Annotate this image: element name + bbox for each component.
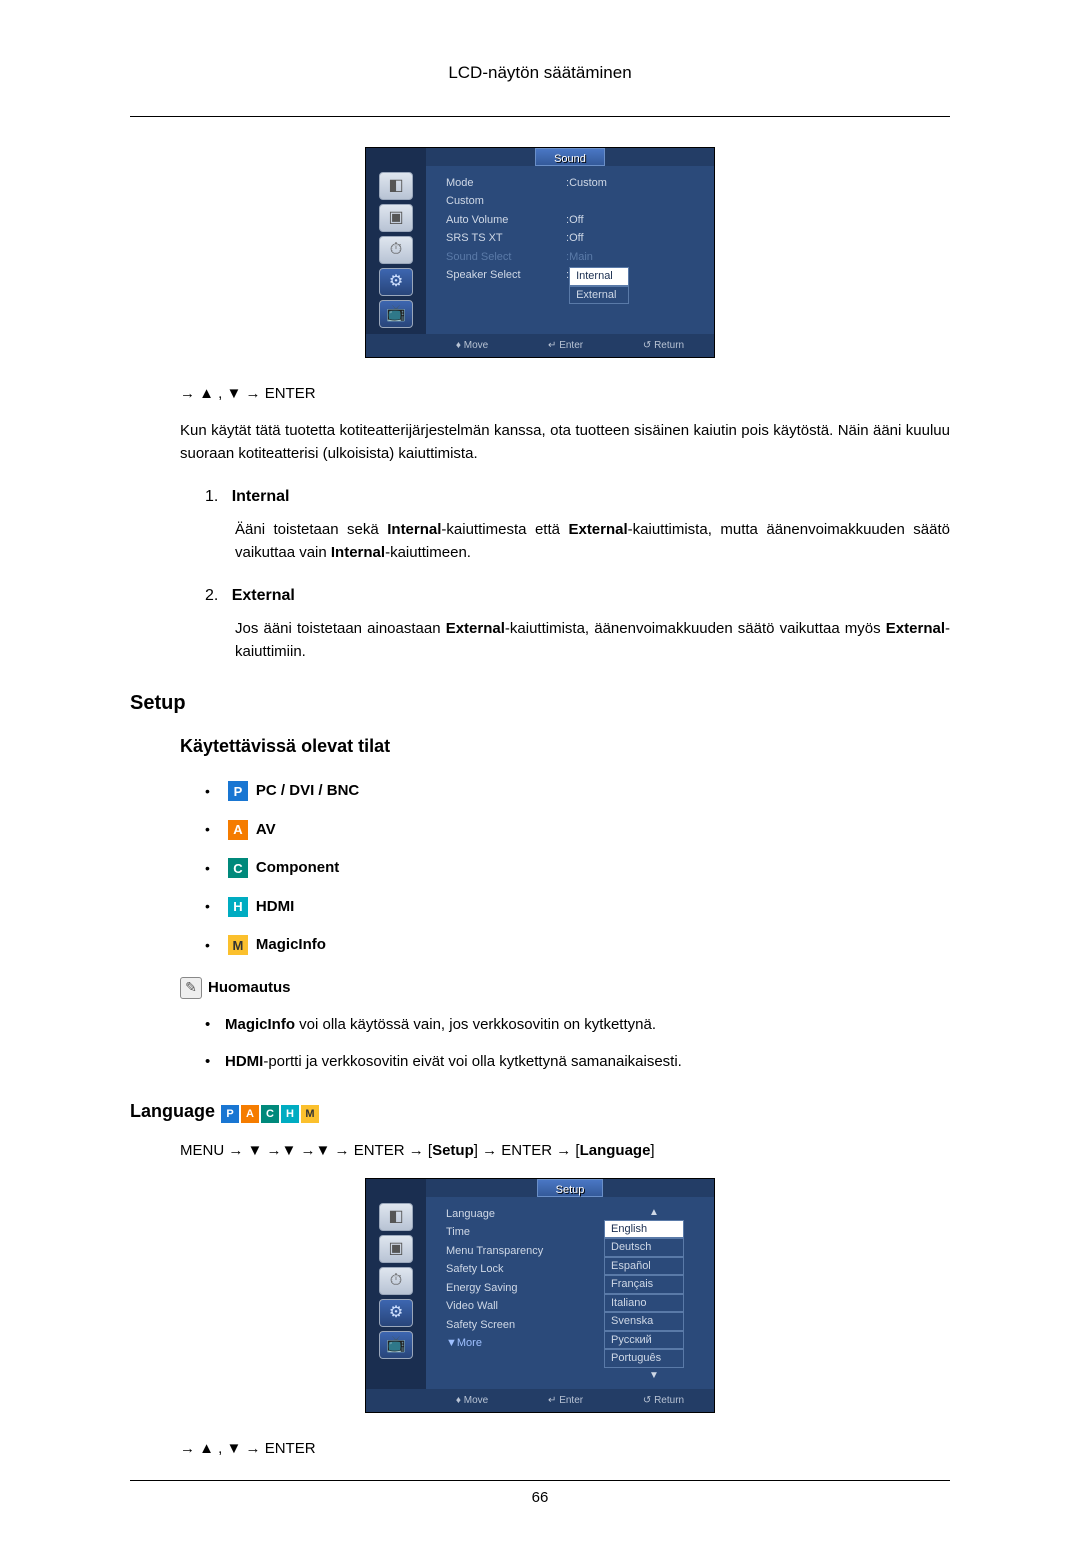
note-item: MagicInfo voi olla käytössä vain, jos ve… xyxy=(205,1014,950,1037)
osd-tab: Setup xyxy=(537,1179,604,1197)
osd-lang-option[interactable]: Русский xyxy=(604,1331,684,1350)
menu-path: MENU → ▼ →▼ →▼ → ENTER → [Setup] → ENTER… xyxy=(180,1140,950,1163)
mode-badge-a: A xyxy=(241,1105,259,1123)
divider xyxy=(130,116,950,117)
osd-label: Sound Select xyxy=(446,249,566,266)
sound-icon: ▣ xyxy=(379,204,413,232)
mode-badge-m: M xyxy=(228,935,248,955)
osd-lang-option[interactable]: Deutsch xyxy=(604,1238,684,1257)
osd-item[interactable]: Energy Saving xyxy=(446,1279,594,1298)
subsection-heading: Käytettävissä olevat tilat xyxy=(180,733,950,760)
picture-icon: ◧ xyxy=(379,172,413,200)
mode-badge-m: M xyxy=(301,1105,319,1123)
osd-label: SRS TS XT xyxy=(446,230,566,247)
modes-list: P PC / DVI / BNC A AV C Component H HDMI M Ma… xyxy=(205,780,950,957)
list-item-body: Ääni toistetaan sekä Internal-kaiuttimes… xyxy=(235,519,950,564)
language-heading: Language PACHM xyxy=(130,1098,950,1125)
setup-icon: ⏱ xyxy=(379,1267,413,1295)
list-item-label: Internal xyxy=(232,488,290,505)
osd-lang-option[interactable]: Português xyxy=(604,1349,684,1368)
mode-badge-a: A xyxy=(228,820,248,840)
intro-paragraph: Kun käytät tätä tuotetta kotiteatterijär… xyxy=(180,420,950,465)
list-number: 1. xyxy=(205,488,218,505)
osd-item[interactable]: Video Wall xyxy=(446,1297,594,1316)
mode-label: MagicInfo xyxy=(256,934,326,957)
osd-item[interactable]: Safety Lock xyxy=(446,1260,594,1279)
osd-tab: Sound xyxy=(535,148,605,166)
osd-footer-move: ♦ Move xyxy=(456,338,488,353)
page-number: 66 xyxy=(130,1487,950,1510)
nav-instruction: → ▲ , ▼ → ENTER xyxy=(180,1438,950,1461)
mode-badge-p: P xyxy=(228,781,248,801)
osd-option[interactable]: External xyxy=(569,286,629,305)
mode-badge-c: C xyxy=(228,858,248,878)
osd-footer-enter: ↵ Enter xyxy=(548,338,583,353)
setup-icon: ⏱ xyxy=(379,236,413,264)
divider xyxy=(130,1480,950,1481)
list-item-body: Jos ääni toistetaan ainoastaan External-… xyxy=(235,618,950,663)
mode-badge-h: H xyxy=(281,1105,299,1123)
mode-label: PC / DVI / BNC xyxy=(256,780,359,803)
multi-icon: ⚙ xyxy=(379,1299,413,1327)
osd-value: Off xyxy=(569,230,704,247)
list-item-label: External xyxy=(232,587,295,604)
osd-setup-menu: Setup ◧ ▣ ⏱ ⚙ 📺 Language Time Menu Trans… xyxy=(365,1178,715,1413)
info-icon: 📺 xyxy=(379,300,413,328)
osd-footer-move: ♦ Move xyxy=(456,1393,488,1408)
section-heading: Setup xyxy=(130,688,950,718)
osd-footer-return: ↺ Return xyxy=(643,338,684,353)
mode-label: HDMI xyxy=(256,896,294,919)
scroll-up-icon[interactable]: ▲ xyxy=(604,1205,704,1220)
osd-sidebar: ◧ ▣ ⏱ ⚙ 📺 xyxy=(366,166,426,334)
osd-label: Custom xyxy=(446,193,566,210)
sound-icon: ▣ xyxy=(379,1235,413,1263)
mode-label: Component xyxy=(256,857,339,880)
page-header: LCD-näytön säätäminen xyxy=(130,60,950,86)
osd-value: Off xyxy=(569,212,704,229)
info-icon: 📺 xyxy=(379,1331,413,1359)
osd-item[interactable]: Menu Transparency xyxy=(446,1242,594,1261)
osd-option-selected[interactable]: Internal xyxy=(569,267,629,286)
note-icon: ✎ xyxy=(180,977,202,999)
osd-item[interactable]: Safety Screen xyxy=(446,1316,594,1335)
osd-label: Auto Volume xyxy=(446,212,566,229)
osd-lang-selected[interactable]: English xyxy=(604,1220,684,1239)
osd-more[interactable]: More xyxy=(457,1335,482,1352)
osd-value: Custom xyxy=(569,175,704,192)
osd-item[interactable]: Language xyxy=(446,1205,594,1224)
osd-lang-option[interactable]: Svenska xyxy=(604,1312,684,1331)
mode-badge-h: H xyxy=(228,897,248,917)
note-heading: Huomautus xyxy=(208,977,291,1000)
list-number: 2. xyxy=(205,587,218,604)
osd-item[interactable]: Time xyxy=(446,1223,594,1242)
osd-lang-option[interactable]: Italiano xyxy=(604,1294,684,1313)
osd-value: Main xyxy=(569,249,704,266)
osd-label: Speaker Select xyxy=(446,267,566,304)
osd-label: Mode xyxy=(446,175,566,192)
mode-badge-c: C xyxy=(261,1105,279,1123)
nav-instruction: → ▲ , ▼ → ENTER xyxy=(180,383,950,406)
osd-sidebar: ◧ ▣ ⏱ ⚙ 📺 xyxy=(366,1197,426,1389)
osd-lang-option[interactable]: Français xyxy=(604,1275,684,1294)
mode-badge-p: P xyxy=(221,1105,239,1123)
picture-icon: ◧ xyxy=(379,1203,413,1231)
osd-lang-option[interactable]: Español xyxy=(604,1257,684,1276)
mode-label: AV xyxy=(256,819,276,842)
note-item: HDMI-portti ja verkkosovitin eivät voi o… xyxy=(205,1051,950,1074)
osd-sound-menu: Sound ◧ ▣ ⏱ ⚙ 📺 Mode: Custom Custom Auto… xyxy=(365,147,715,358)
multi-icon: ⚙ xyxy=(379,268,413,296)
scroll-down-icon[interactable]: ▼ xyxy=(604,1368,704,1383)
osd-footer-return: ↺ Return xyxy=(643,1393,684,1408)
osd-footer-enter: ↵ Enter xyxy=(548,1393,583,1408)
